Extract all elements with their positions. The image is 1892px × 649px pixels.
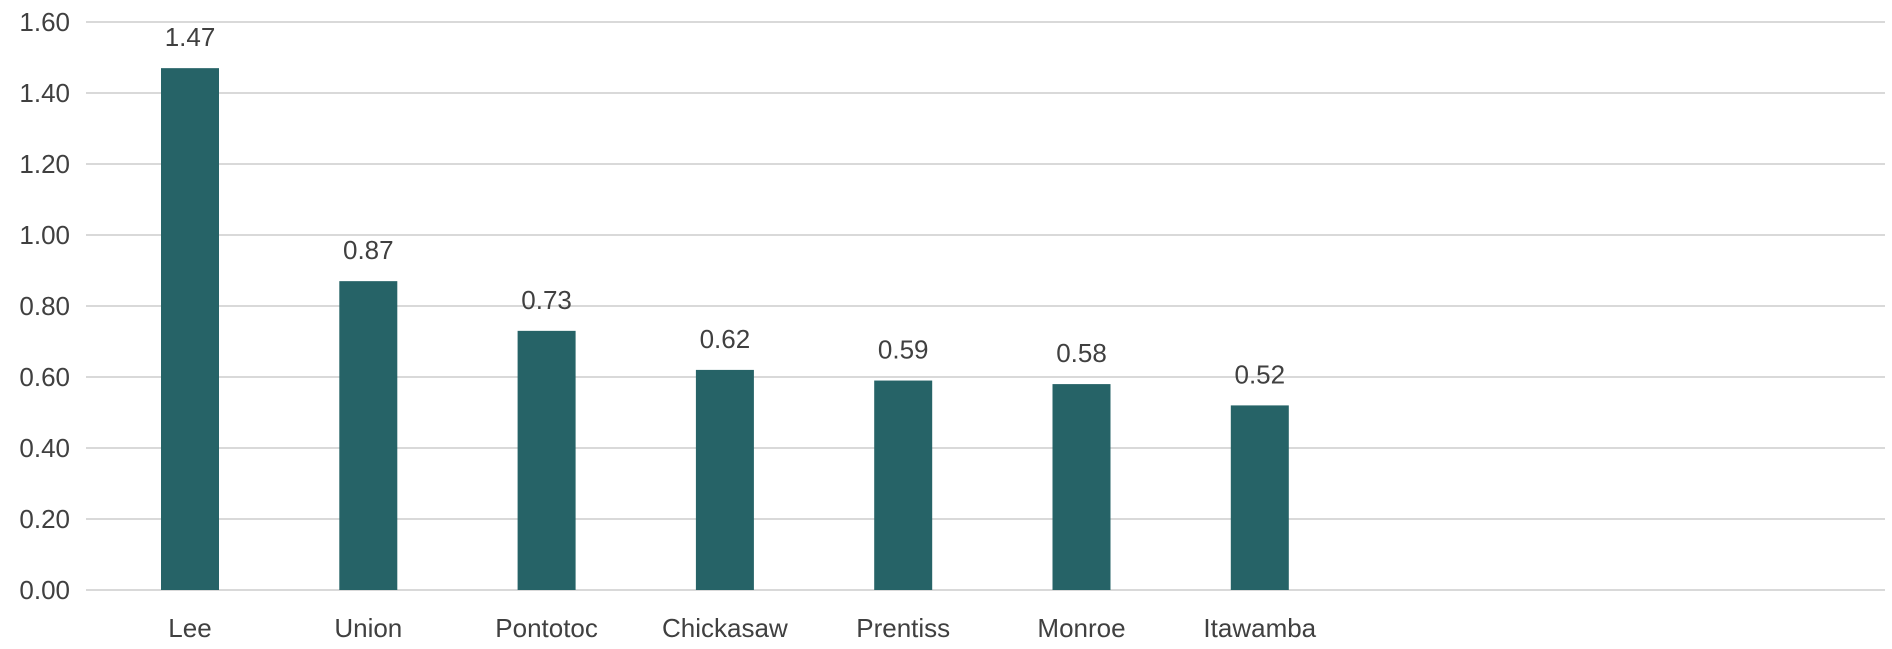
x-category-label: Itawamba [1203, 613, 1316, 643]
data-label: 1.47 [165, 22, 216, 52]
data-label: 0.52 [1234, 359, 1285, 389]
y-tick-label: 0.60 [19, 362, 70, 392]
bar [517, 330, 576, 590]
y-tick-label: 1.20 [19, 149, 70, 179]
x-category-label: Lee [168, 613, 211, 643]
x-category-label: Pontotoc [495, 613, 598, 643]
y-tick-label: 1.40 [19, 78, 70, 108]
y-tick-label: 1.00 [19, 220, 70, 250]
bar [874, 380, 933, 590]
data-labels: 1.47 0.87 0.73 0.62 0.59 0.58 0.52 [165, 22, 1285, 389]
x-category-label: Chickasaw [662, 613, 788, 643]
x-category-label: Union [334, 613, 402, 643]
bar [1230, 405, 1289, 590]
bar [339, 281, 398, 590]
bar [695, 369, 754, 590]
y-tick-label: 0.00 [19, 575, 70, 605]
data-label: 0.73 [521, 285, 572, 315]
bars [161, 68, 1289, 590]
y-tick-label: 0.20 [19, 504, 70, 534]
data-label: 0.59 [878, 335, 929, 365]
x-category-label: Prentiss [856, 613, 950, 643]
y-tick-label: 0.40 [19, 433, 70, 463]
x-axis-category-labels: Lee Union Pontotoc Chickasaw Prentiss Monroe I… [168, 613, 1316, 643]
data-label: 0.62 [700, 324, 751, 354]
y-axis-tick-labels: 0.00 0.20 0.40 0.60 0.80 1.00 1.20 1.40 1.60 [19, 7, 70, 605]
y-tick-label: 1.60 [19, 7, 70, 37]
x-category-label: Monroe [1037, 613, 1125, 643]
data-label: 0.87 [343, 235, 394, 265]
data-label: 0.58 [1056, 338, 1107, 368]
bar [1052, 384, 1111, 590]
bar [161, 68, 219, 590]
y-tick-label: 0.80 [19, 291, 70, 321]
